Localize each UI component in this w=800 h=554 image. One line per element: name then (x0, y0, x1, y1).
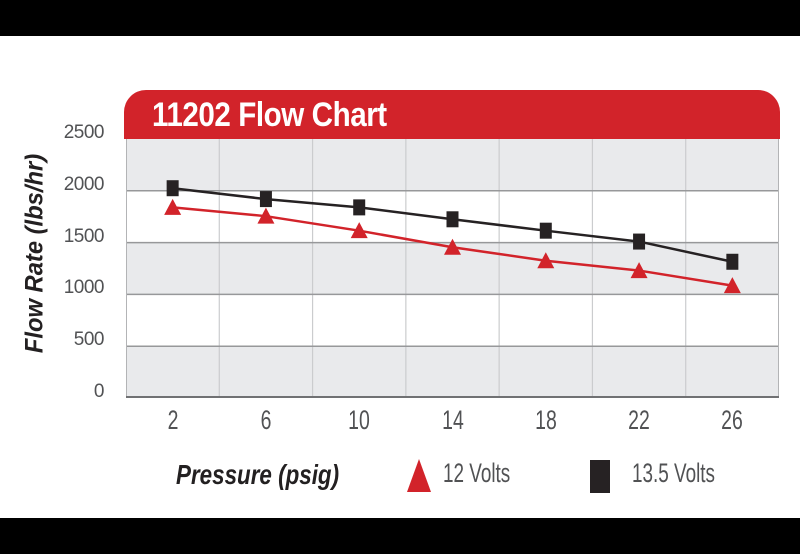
x-tick-label: 2 (167, 405, 179, 435)
y-tick-label: 1000 (63, 277, 105, 299)
data-point-triangle (537, 252, 555, 269)
data-point-square (259, 191, 272, 208)
legend-square-icon (590, 460, 610, 493)
x-tick-label: 26 (721, 405, 744, 435)
x-tick-label: 10 (348, 405, 371, 435)
data-point-triangle (257, 207, 275, 224)
data-point-square (353, 199, 366, 216)
data-point-triangle (630, 262, 648, 279)
data-point-square (166, 180, 179, 197)
letterbox-bottom-bar (0, 518, 800, 554)
data-point-triangle (723, 277, 741, 294)
chart-title-bar: 11202 Flow Chart (124, 90, 780, 139)
x-tick-label: 6 (260, 405, 272, 435)
data-point-triangle (444, 238, 461, 255)
legend-label-12-volts: 12 Volts (443, 458, 511, 488)
y-tick-label: 2000 (63, 173, 105, 195)
data-point-triangle (164, 198, 182, 215)
letterbox-top-bar (0, 0, 800, 36)
x-tick-label: 18 (534, 405, 557, 435)
y-tick-label: 1500 (63, 225, 105, 247)
x-tick-label: 14 (441, 405, 464, 435)
x-axis-tick-labels: 2 6 10 14 18 22 26 (126, 407, 779, 437)
chart-title: 11202 Flow Chart (152, 96, 387, 134)
data-point-square (633, 233, 646, 250)
legend-label-13-5-volts: 13.5 Volts (632, 458, 716, 488)
data-point-square (446, 211, 459, 228)
y-tick-label: 2500 (63, 122, 105, 143)
y-tick-label: 500 (73, 329, 105, 351)
plot-area (126, 139, 779, 398)
data-point-square (539, 222, 552, 239)
y-tick-label: 0 (93, 381, 105, 402)
x-axis-title: Pressure (psig) (176, 459, 340, 490)
data-point-triangle (350, 222, 368, 239)
x-tick-label: 22 (628, 405, 650, 435)
data-point-square (726, 253, 739, 270)
legend-triangle-icon (407, 459, 431, 492)
